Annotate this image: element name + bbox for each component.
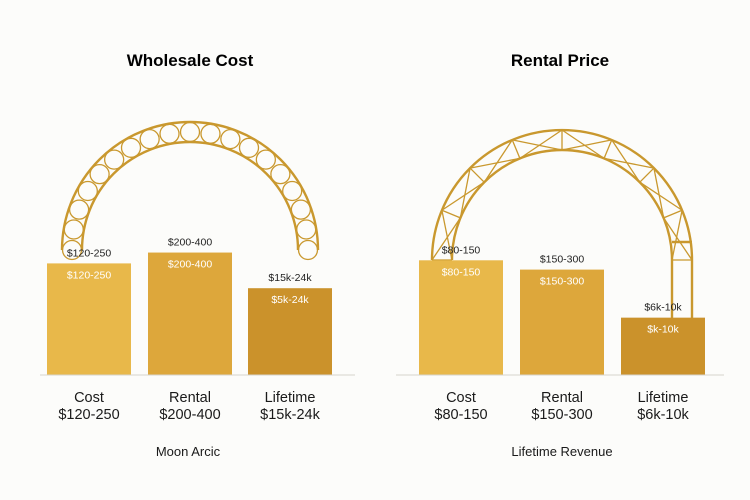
- category-value-label: $15k-24k: [260, 407, 320, 423]
- bar-inner-label: $80-150: [442, 266, 481, 278]
- category-label: Cost: [446, 390, 476, 406]
- category-value-label: $120-250: [58, 407, 119, 423]
- bar-value-label: $15k-24k: [268, 272, 312, 284]
- chart-panel-rental-price: Rental Price $80-150 $80-150 $150-300 $150-…: [396, 51, 724, 459]
- category-label: Rental: [541, 390, 583, 406]
- bar-rental: [520, 269, 604, 375]
- chart-title: Wholesale Cost: [127, 51, 254, 70]
- bar-inner-label: $k-10k: [647, 324, 679, 336]
- bar-lifetime: [248, 288, 332, 375]
- moon-arch-with-circles-icon: [60, 120, 320, 261]
- chart-caption: Moon Arcic: [156, 444, 221, 459]
- category-label: Rental: [169, 390, 211, 406]
- category-label: Lifetime: [638, 390, 689, 406]
- bar-value-label: $200-400: [168, 237, 213, 249]
- bar-lifetime: [621, 317, 705, 375]
- bar-rental: [148, 252, 232, 375]
- bar-value-label: $120-250: [67, 247, 112, 259]
- chart-panel-wholesale-cost: Wholesale Cost $120-250$120-250$200-400$…: [40, 51, 355, 459]
- category-label: Cost: [74, 390, 104, 406]
- bar-cost: [419, 260, 503, 375]
- category-value-label: $200-400: [159, 407, 220, 423]
- bar-inner-label: $150-300: [540, 276, 585, 288]
- category-value-label: $6k-10k: [637, 407, 689, 423]
- chart-title: Rental Price: [511, 51, 609, 70]
- bar-value-label: $80-150: [442, 244, 481, 256]
- bar-value-label: $150-300: [540, 254, 585, 266]
- bar-group: $80-150 $80-150 $150-300 $150-300 $6k-10k $k-…: [419, 244, 705, 375]
- lattice-arch-icon: [430, 128, 694, 318]
- chart-caption: Lifetime Revenue: [511, 444, 612, 459]
- bar-inner-label: $5k-24k: [271, 294, 309, 306]
- category-label: Lifetime: [265, 390, 316, 406]
- bar-group: $120-250 $120-250 $200-400 $200-400 $15k-24k…: [47, 237, 332, 375]
- bar-value-label: $6k-10k: [644, 302, 682, 314]
- bar-inner-label: $200-400: [168, 259, 213, 271]
- bar-inner-label: $120-250: [67, 269, 112, 281]
- category-value-label: $150-300: [531, 407, 592, 423]
- bar-cost: [47, 263, 131, 375]
- category-value-label: $80-150: [434, 407, 487, 423]
